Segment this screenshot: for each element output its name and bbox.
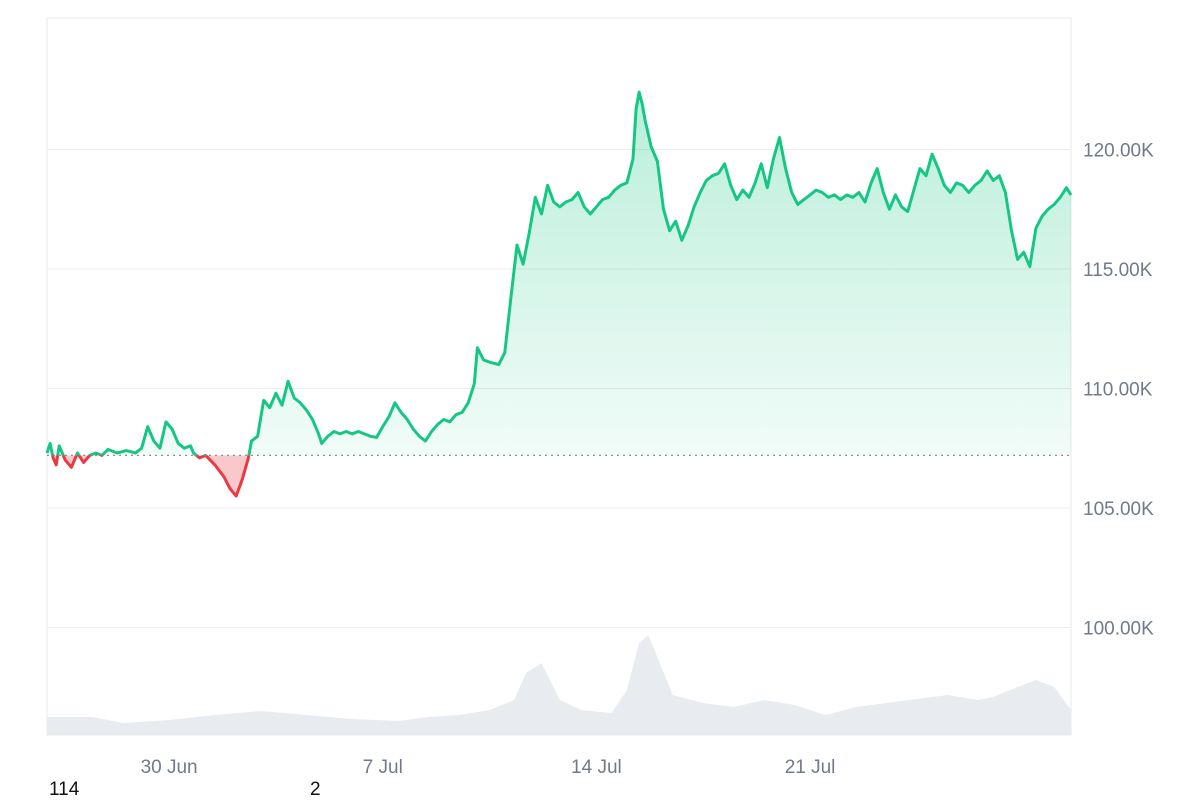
x-tick-label: 7 Jul — [363, 757, 403, 778]
x-tick-label: 30 Jun — [141, 757, 198, 778]
y-tick-label: 100.00K — [1083, 618, 1154, 639]
y-axis-ticks: 100.00K 105.00K 110.00K 115.00K 120.00K — [1083, 140, 1154, 639]
price-line-up — [45, 90, 1073, 456]
y-tick-label: 115.00K — [1083, 260, 1153, 281]
area-fill-up — [47, 92, 1071, 456]
y-tick-label: 110.00K — [1083, 379, 1153, 400]
footnote-left: 114 — [49, 779, 80, 800]
x-tick-label: 14 Jul — [571, 757, 622, 778]
y-tick-label: 120.00K — [1083, 140, 1154, 161]
x-tick-label: 21 Jul — [785, 757, 836, 778]
footnote-right: 2 — [310, 779, 321, 800]
price-line-down — [51, 455, 251, 498]
y-tick-label: 105.00K — [1083, 499, 1154, 520]
volume-area — [47, 635, 1071, 735]
x-axis-ticks: 30 Jun 7 Jul 14 Jul 21 Jul — [141, 757, 836, 778]
